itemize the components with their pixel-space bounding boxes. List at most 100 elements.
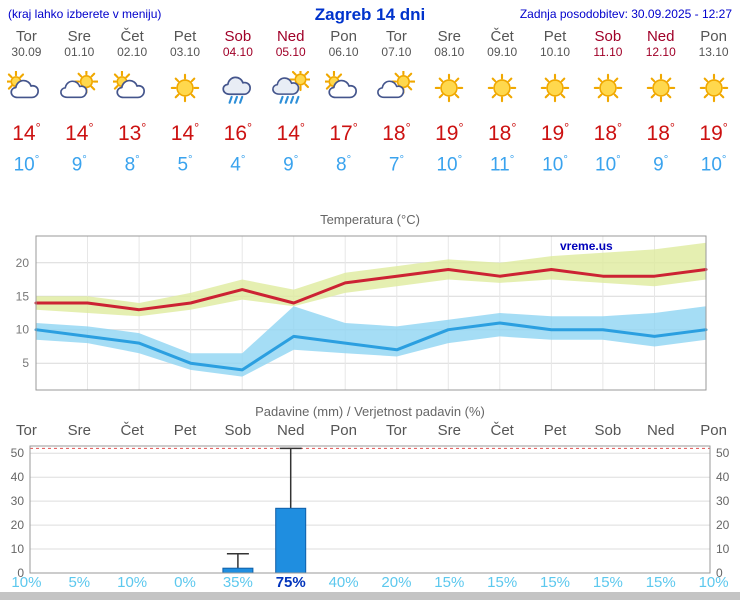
- day-column: Ned 05.10 14° 9°: [264, 28, 317, 176]
- day-date: 03.10: [169, 45, 201, 59]
- max-temperature: 19°: [699, 121, 728, 145]
- weather-icon-rain-sun: [264, 67, 317, 111]
- day-column: Ned 12.10 18° 9°: [634, 28, 687, 176]
- day-column: Sre 08.10 19° 10°: [423, 28, 476, 176]
- weather-icon-partly-sunny: [370, 69, 423, 111]
- day-name: Pon: [700, 28, 727, 45]
- day-date: 30.09: [11, 45, 42, 59]
- day-name: Sob: [594, 28, 622, 45]
- weather-icon-rain: [211, 71, 264, 111]
- day-name: Čet: [490, 28, 514, 45]
- precip-probability: 15%: [592, 574, 623, 591]
- weather-icon-sunny: [687, 71, 740, 111]
- min-temperature: 7°: [388, 154, 405, 176]
- max-temperature: 19°: [540, 121, 570, 145]
- max-temperature: 17°: [329, 121, 358, 145]
- precip-probability: 75%: [275, 574, 306, 591]
- precip-day-label: Čet: [120, 422, 144, 439]
- svg-text:10: 10: [11, 542, 25, 556]
- day-column: Pet 03.10 14° 5°: [159, 28, 212, 176]
- day-column: Čet 09.10 18° 11°: [476, 28, 529, 176]
- day-date: 04.10: [222, 45, 253, 59]
- day-column: Sob 04.10 16° 4°: [211, 28, 264, 176]
- min-temperature: 8°: [336, 154, 352, 176]
- weather-icon-sunny: [159, 71, 212, 111]
- precip-day-label: Čet: [490, 422, 514, 439]
- day-date: 05.10: [275, 45, 306, 59]
- header: Zagreb 14 dni (kraj lahko izberete v men…: [0, 5, 740, 27]
- day-column: Pon 13.10 19° 10°: [687, 28, 740, 176]
- weather-icon-mostly-cloudy: [106, 70, 159, 111]
- day-column: Sre 01.10 14° 9°: [53, 28, 106, 176]
- day-column: Pet 10.10 19° 10°: [529, 28, 582, 176]
- svg-text:0: 0: [17, 566, 24, 578]
- weather-icon-sunny: [529, 71, 582, 111]
- day-date: 12.10: [645, 45, 676, 59]
- precip-day-labels: Tor Sre Čet Pet Sob Ned Pon Tor Sre Čet Pet Sob Ned P…: [0, 422, 740, 439]
- min-temperature: 11°: [490, 154, 515, 176]
- svg-text:20: 20: [11, 518, 25, 532]
- svg-text:10: 10: [16, 323, 30, 337]
- precip-probability: 10%: [698, 574, 729, 591]
- precip-probability: 20%: [381, 574, 412, 591]
- day-column: Sob 11.10 18° 10°: [581, 28, 634, 176]
- svg-text:10: 10: [716, 542, 730, 556]
- max-temperature: 18°: [593, 121, 623, 145]
- temperature-chart-title: Temperatura (°C): [320, 212, 420, 227]
- precip-day-label: Sob: [594, 422, 622, 439]
- min-temperature: 10°: [436, 154, 463, 176]
- day-column: Pon 06.10 17° 8°: [317, 28, 370, 176]
- precip-day-label: Pet: [543, 422, 567, 439]
- max-temperature: 14°: [12, 121, 41, 145]
- min-temperature: 5°: [177, 154, 193, 176]
- day-name: Ned: [646, 28, 675, 45]
- min-temperature: 9°: [71, 154, 87, 176]
- day-date: 01.10: [64, 45, 95, 59]
- precip-day-label: Tor: [386, 422, 407, 439]
- svg-text:0: 0: [716, 566, 723, 578]
- precip-probability: 15%: [645, 574, 676, 591]
- watermark: vreme.us: [560, 239, 613, 253]
- svg-text:15: 15: [16, 289, 30, 303]
- svg-text:30: 30: [716, 494, 730, 508]
- day-date: 02.10: [117, 45, 148, 59]
- max-temperature: 18°: [646, 121, 675, 145]
- day-date: 13.10: [698, 45, 729, 59]
- precip-day-label: Pon: [330, 422, 357, 439]
- precip-day-label: Sob: [224, 422, 252, 439]
- min-temperature: 10°: [595, 154, 621, 176]
- svg-text:20: 20: [716, 518, 730, 532]
- max-temperature: 19°: [435, 121, 464, 145]
- day-name: Pet: [173, 28, 197, 45]
- weather-icon-partly-sunny: [53, 69, 106, 111]
- precip-day-label: Tor: [16, 422, 37, 439]
- weather-icon-sunny: [476, 71, 529, 111]
- day-name: Čet: [120, 28, 144, 45]
- day-column: Čet 02.10 13° 8°: [106, 28, 159, 176]
- max-temperature: 14°: [276, 121, 305, 145]
- precip-chart-title: Padavine (mm) / Verjetnost padavin (%): [255, 404, 485, 419]
- weather-icon-mostly-cloudy: [317, 70, 370, 111]
- max-temperature: 18°: [487, 121, 517, 145]
- max-temperature: 13°: [117, 121, 147, 145]
- precip-probability: 40%: [328, 574, 359, 591]
- last-updated: Zadnja posodobitev: 30.09.2025 - 12:27: [519, 7, 732, 21]
- min-temperature: 9°: [283, 154, 299, 176]
- max-temperature: 16°: [223, 121, 253, 145]
- day-name: Tor: [16, 28, 37, 45]
- precipitation-chart: 0 0 10 10 20 20 30 30 40 40 50 50: [11, 445, 730, 578]
- precip-probability: 5%: [68, 574, 91, 591]
- location-menu-hint: (kraj lahko izberete v meniju): [8, 7, 162, 21]
- day-column: Tor 30.09 14° 10°: [0, 28, 53, 176]
- precip-day-label: Sre: [67, 422, 91, 439]
- day-date: 10.10: [540, 45, 571, 59]
- footer-bar: [0, 592, 740, 600]
- day-name: Sre: [437, 28, 461, 45]
- day-name: Ned: [276, 28, 305, 45]
- weather-icon-sunny: [423, 71, 476, 111]
- day-name: Sob: [224, 28, 252, 45]
- day-date: 06.10: [328, 45, 359, 59]
- svg-text:50: 50: [11, 446, 25, 460]
- day-name: Sre: [67, 28, 91, 45]
